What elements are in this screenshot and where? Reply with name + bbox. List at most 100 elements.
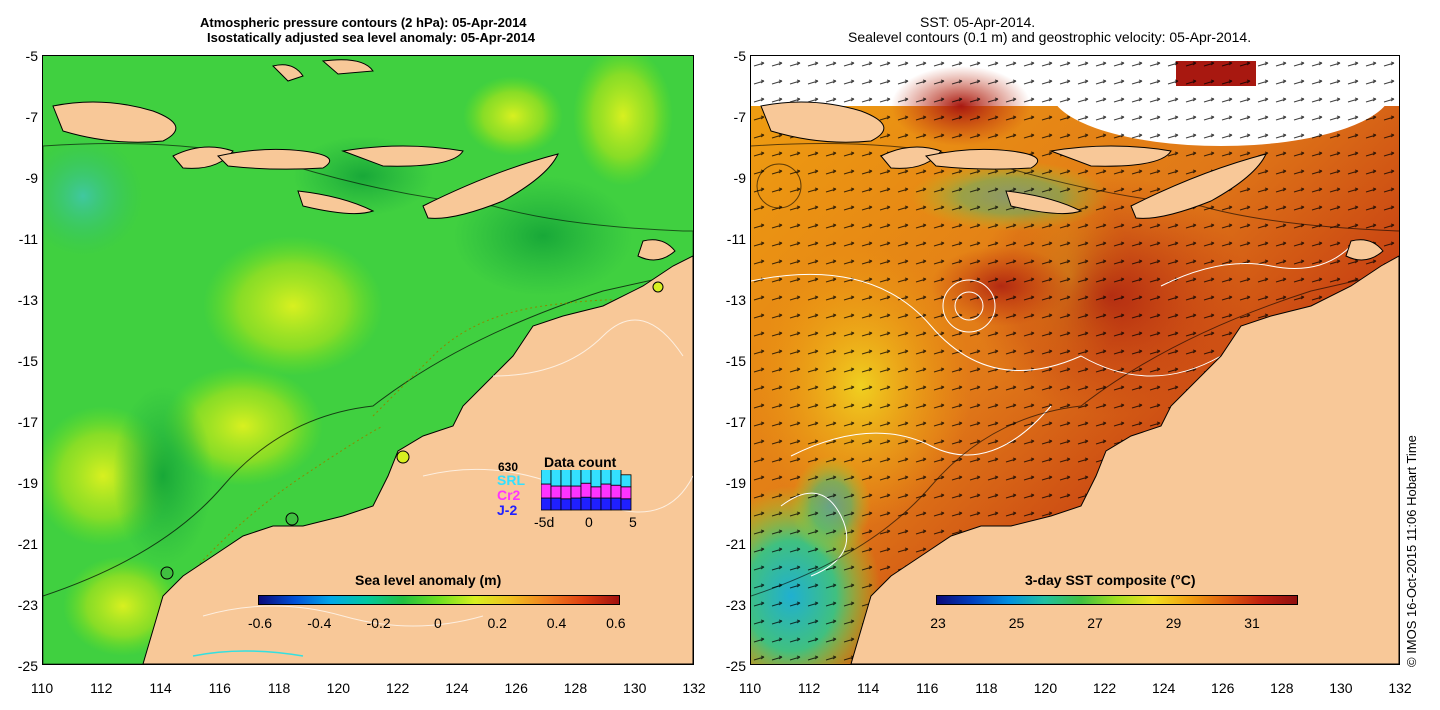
sla-patch <box>43 136 143 256</box>
count-bar-cr2 <box>610 484 622 499</box>
count-bar-srl <box>620 474 632 488</box>
count-bar-j2 <box>541 497 552 511</box>
mission-cr2: Cr2 <box>497 487 521 503</box>
axis-tick-label: 116 <box>208 680 231 696</box>
right-title-line1: SST: 05-Apr-2014. <box>920 14 1036 30</box>
count-bar-j2 <box>550 497 562 511</box>
flores-island <box>341 145 464 167</box>
colorbar-tick-label: 0.4 <box>546 615 567 631</box>
sea-level-contour <box>942 279 996 333</box>
data-count-value: 630 <box>498 460 519 474</box>
count-bar-j2 <box>570 497 582 511</box>
java-island <box>52 101 177 143</box>
axis-tick-label: 118 <box>267 680 291 696</box>
bali-lombok-island <box>172 146 234 169</box>
axis-tick-label: 128 <box>563 680 588 696</box>
flores-island <box>1049 145 1172 167</box>
australia-coast <box>850 255 1399 664</box>
count-bar-cr2 <box>600 483 612 499</box>
count-bar-srl <box>580 470 592 484</box>
axis-tick-label: -21 <box>725 536 746 552</box>
axis-tick-label: 128 <box>1270 680 1294 696</box>
axis-tick-label: -9 <box>25 170 38 186</box>
count-bar-srl <box>550 470 562 487</box>
axis-tick-label: 110 <box>30 680 54 696</box>
axis-tick-label: 120 <box>326 680 351 696</box>
data-count-chart <box>541 470 632 511</box>
depth-contour <box>751 270 1399 597</box>
melville-island <box>637 239 676 261</box>
credit-text: © IMOS 16-Oct-2015 11:06 Hobart Time <box>1404 435 1419 667</box>
count-axis-mid: 0 <box>585 514 593 530</box>
count-bar-srl <box>610 470 622 486</box>
small-island <box>321 59 374 75</box>
axis-tick-label: 126 <box>1211 680 1235 696</box>
axis-tick-label: -13 <box>725 292 746 308</box>
right-map[interactable] <box>750 55 1400 665</box>
tide-gauge-marker[interactable] <box>652 281 664 293</box>
axis-tick-label: 130 <box>1329 680 1353 696</box>
axis-tick-label: 132 <box>682 680 706 696</box>
axis-tick-label: 122 <box>385 680 410 696</box>
count-bar-j2 <box>580 496 592 511</box>
axis-tick-label: -19 <box>725 475 746 491</box>
count-bar-srl <box>570 470 582 487</box>
count-axis-left: -5d <box>534 514 555 530</box>
count-bar-srl <box>590 470 602 488</box>
axis-tick-label: -9 <box>733 170 746 186</box>
count-bar-srl <box>560 470 572 487</box>
tide-gauge-marker[interactable] <box>160 566 174 580</box>
axis-tick-label: 114 <box>149 680 172 696</box>
tide-gauge-marker[interactable] <box>396 450 410 464</box>
axis-tick-label: 116 <box>916 680 939 696</box>
axis-tick-label: -7 <box>25 109 38 125</box>
axis-tick-label: -15 <box>17 353 38 369</box>
count-bar-cr2 <box>560 485 572 500</box>
axis-tick-label: 130 <box>623 680 647 696</box>
count-bar-cr2 <box>541 483 552 499</box>
count-bar-j2 <box>600 497 612 511</box>
axis-tick-label: 124 <box>445 680 469 696</box>
tide-gauge-marker[interactable] <box>285 512 299 526</box>
colorbar-tick-label: -0.4 <box>307 615 332 631</box>
axis-tick-label: -15 <box>725 353 746 369</box>
timor-island <box>422 153 559 219</box>
sla-contour <box>192 425 384 572</box>
axis-tick-label: 114 <box>857 680 880 696</box>
colorbar-tick-label: 29 <box>1165 615 1182 631</box>
right-map-svg <box>751 56 1399 664</box>
count-bar-cr2 <box>570 485 582 499</box>
count-bar-cr2 <box>590 486 602 499</box>
colorbar-tick-label: 25 <box>1008 615 1025 631</box>
axis-tick-label: 120 <box>1033 680 1058 696</box>
axis-tick-label: 112 <box>90 680 113 696</box>
axis-tick-label: -17 <box>17 414 38 430</box>
colorbar-tick-label: 23 <box>930 615 946 631</box>
pressure-contour <box>43 270 693 597</box>
axis-tick-label: -11 <box>726 231 746 247</box>
melville-island <box>1345 239 1384 261</box>
left-title-line1: Atmospheric pressure contours (2 hPa): 0… <box>200 15 527 30</box>
data-count-title: Data count <box>544 454 617 470</box>
right-title-line2: Sealevel contours (0.1 m) and geostrophi… <box>848 29 1252 45</box>
axis-tick-label: 132 <box>1388 680 1412 696</box>
count-bar-j2 <box>560 498 572 511</box>
axis-tick-label: 124 <box>1151 680 1176 696</box>
axis-tick-label: -11 <box>18 231 38 247</box>
axis-tick-label: -5 <box>733 48 746 64</box>
sumba-island <box>297 190 375 215</box>
mission-j2: J-2 <box>497 502 518 518</box>
mission-srl: SRL <box>497 472 525 488</box>
count-bar-srl <box>600 470 612 485</box>
colorbar-tick-label: 0.6 <box>606 615 626 631</box>
count-bar-cr2 <box>580 482 592 498</box>
colorbar-tick-label: -0.6 <box>247 615 273 631</box>
river-line <box>192 650 304 657</box>
sumbawa-flores-island <box>217 148 331 170</box>
left-colorbar <box>258 595 620 605</box>
axis-tick-label: 122 <box>1092 680 1117 696</box>
colorbar-tick-label: 31 <box>1244 615 1260 631</box>
left-map[interactable] <box>42 55 694 665</box>
axis-tick-label: -25 <box>725 658 746 674</box>
sea-level-contour <box>790 405 1052 457</box>
